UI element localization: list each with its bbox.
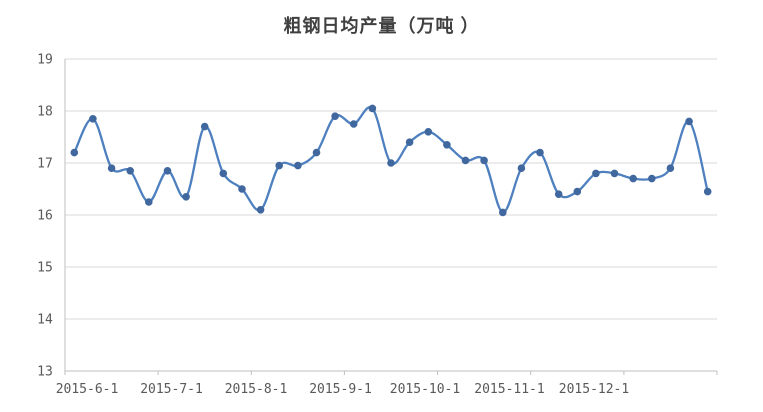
x-axis-label: 2015-10-1 (390, 382, 460, 397)
data-point-marker (238, 185, 246, 193)
data-point-marker (648, 174, 656, 183)
data-point-marker (219, 169, 228, 178)
x-axis-label: 2015-6-1 (56, 382, 119, 397)
data-point-marker (331, 112, 339, 120)
y-axis-label: 14 (37, 313, 53, 328)
data-point-marker (275, 161, 284, 170)
y-axis-label: 16 (37, 209, 53, 224)
data-point-marker (368, 104, 377, 113)
data-point-marker (145, 198, 153, 206)
data-point-marker (107, 164, 116, 172)
data-point-marker (443, 141, 451, 149)
data-point-marker (592, 169, 600, 178)
chart-title: 粗钢日均产量（万吨 ） (283, 16, 480, 36)
data-point-marker (312, 148, 321, 157)
data-point-marker (517, 164, 526, 172)
y-axis-label: 15 (37, 261, 53, 276)
data-point-marker (256, 206, 265, 214)
data-point-marker (685, 117, 693, 126)
data-point-marker (554, 190, 563, 198)
y-axis-label: 17 (37, 157, 53, 172)
x-axis-label: 2015-11-1 (474, 382, 544, 397)
data-point-marker (200, 122, 209, 131)
x-axis-label: 2015-9-1 (309, 382, 372, 397)
data-point-marker (89, 115, 97, 123)
y-axis-label: 18 (37, 105, 53, 120)
data-point-marker (70, 148, 79, 157)
data-point-marker (349, 120, 358, 128)
data-point-marker (163, 167, 172, 175)
data-point-marker (182, 193, 190, 201)
x-axis-label: 2015-7-1 (140, 382, 203, 397)
x-axis-label: 2015-8-1 (225, 382, 288, 397)
data-point-marker (573, 187, 582, 196)
data-point-marker (703, 187, 712, 196)
data-point-marker (387, 159, 395, 167)
y-axis-label: 19 (37, 53, 53, 68)
data-point-marker (499, 208, 507, 217)
y-axis-label: 13 (37, 365, 53, 380)
data-point-marker (461, 156, 470, 165)
x-axis-label: 2015-12-1 (559, 382, 629, 397)
data-point-marker (480, 156, 488, 165)
data-point-marker (666, 164, 675, 172)
data-point-marker (405, 138, 414, 146)
data-point-marker (424, 128, 433, 136)
data-point-marker (610, 169, 619, 178)
data-point-marker (536, 148, 544, 157)
data-point-marker (126, 167, 134, 175)
data-point-marker (294, 161, 302, 170)
data-point-marker (629, 174, 638, 183)
